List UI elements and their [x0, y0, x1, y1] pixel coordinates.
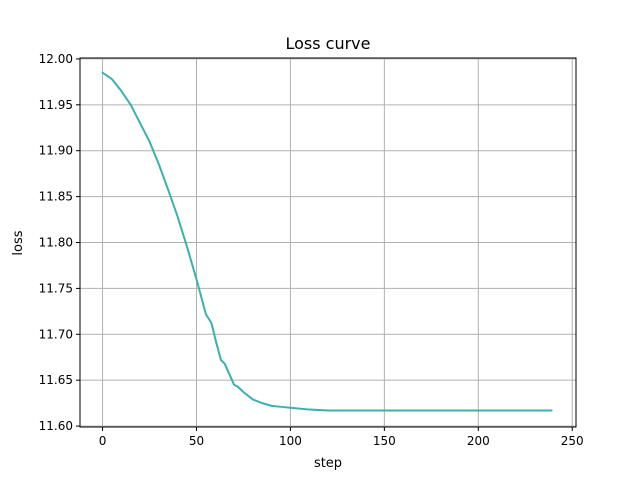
- y-tick-label: 11.95: [39, 98, 73, 112]
- y-tick-label: 11.65: [39, 373, 73, 387]
- y-tick-label: 11.60: [39, 419, 73, 433]
- x-tick-label: 250: [561, 434, 584, 448]
- y-tick-label: 11.90: [39, 144, 73, 158]
- tick-layer: 0 50 100 150 200 250 11.60 11.65 11.70 11.75 11.80…: [39, 52, 584, 448]
- y-tick-label: 12.00: [39, 52, 73, 66]
- y-tick-label: 11.85: [39, 190, 73, 204]
- x-tick-label: 100: [279, 434, 302, 448]
- y-tick-label: 11.70: [39, 327, 73, 341]
- x-axis-label: step: [314, 456, 342, 471]
- y-tick-label: 11.75: [39, 281, 73, 295]
- y-axis-label: loss: [11, 230, 26, 255]
- y-tick-label: 11.80: [39, 236, 73, 250]
- x-tick-label: 0: [99, 434, 107, 448]
- loss-series-line: [101, 71, 553, 412]
- series-layer: [101, 71, 553, 412]
- x-tick-label: 50: [189, 434, 204, 448]
- grid-layer: [80, 58, 576, 427]
- x-tick-label: 200: [467, 434, 490, 448]
- x-tick-label: 150: [373, 434, 396, 448]
- chart-title: Loss curve: [285, 34, 370, 53]
